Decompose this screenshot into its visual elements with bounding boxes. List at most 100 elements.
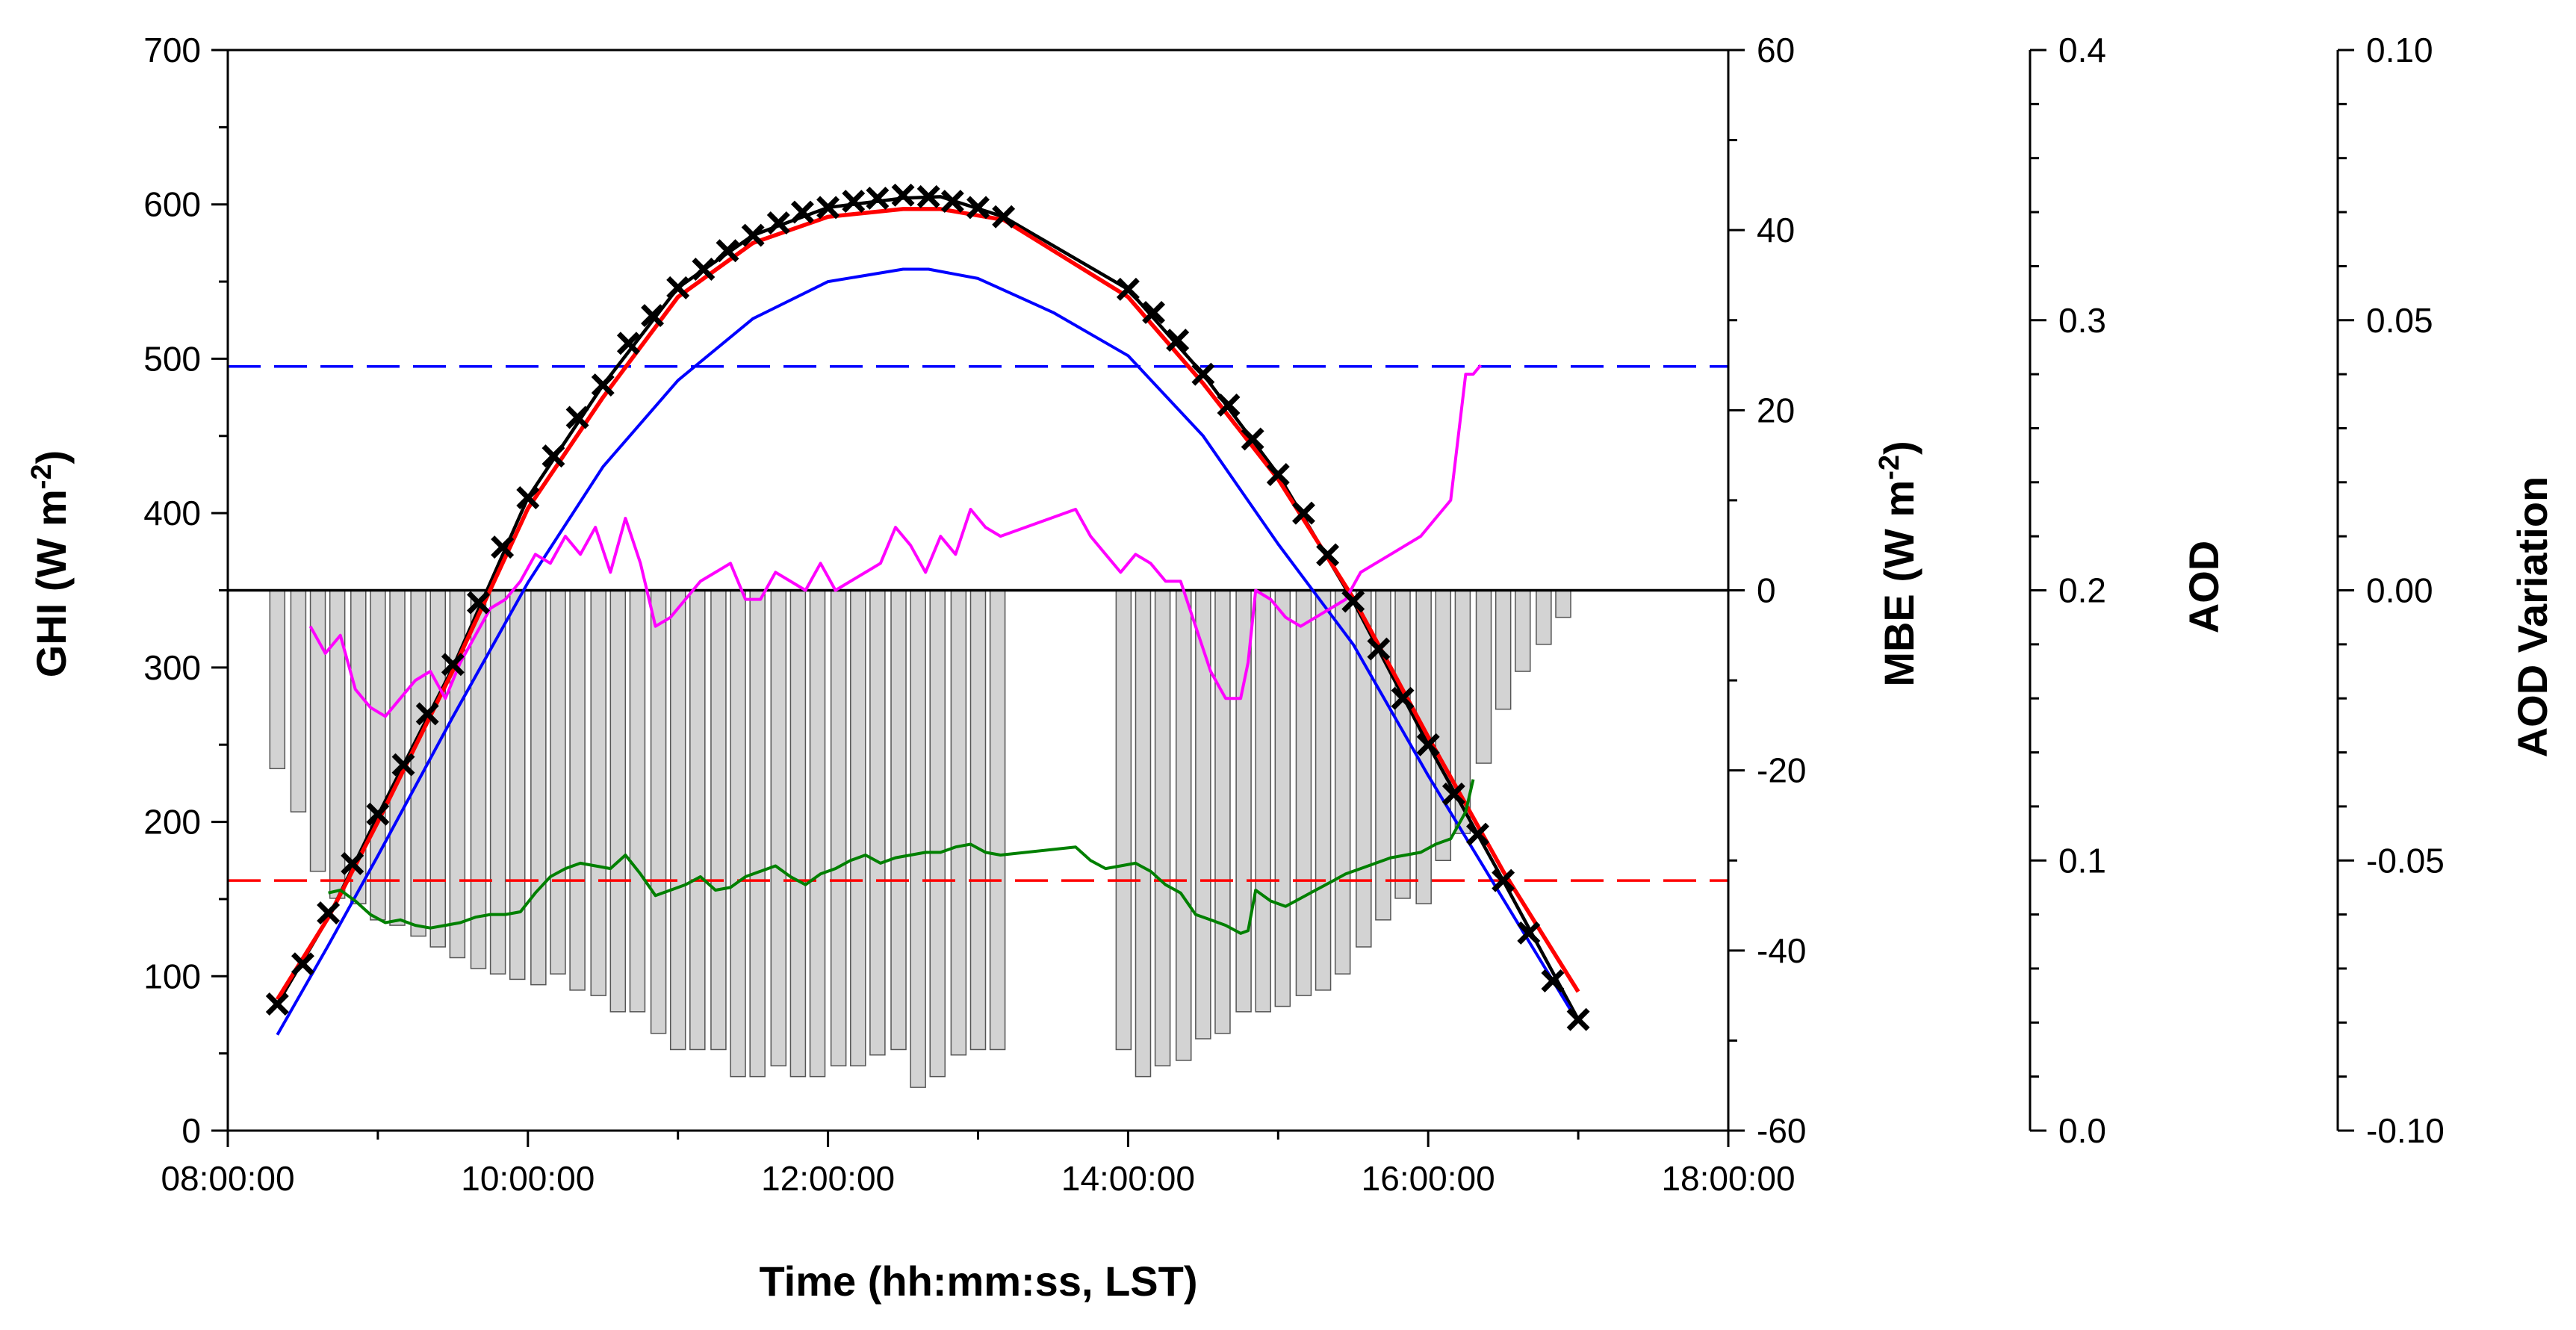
ghi-measured-marker <box>641 304 665 328</box>
ghi-measured-marker <box>565 405 589 429</box>
aod-variation-bar <box>910 589 926 1088</box>
x-axis-label: Time (hh:mm:ss, LST) <box>759 1258 1197 1305</box>
ghi-measured-marker <box>1266 462 1290 486</box>
aod-green-series <box>328 779 1475 935</box>
aod-variation-bar <box>410 589 426 937</box>
ghi-tick-label: 0 <box>181 1111 201 1150</box>
aod-variation-bar <box>989 589 1006 1051</box>
ghi-measured-marker <box>516 485 540 509</box>
ghi-measured-marker <box>1191 362 1215 386</box>
aod-variation-bar <box>1154 589 1171 1066</box>
ghi-tick-label: 200 <box>143 803 201 842</box>
ghi-measured-marker <box>790 200 814 224</box>
ghi-measured-marker <box>866 186 890 210</box>
ghi-measured-marker <box>265 992 289 1016</box>
ghi-measured-marker <box>591 373 615 397</box>
ghi-measured-marker <box>1441 782 1465 806</box>
x-tick-label: 10:00:00 <box>461 1159 595 1198</box>
ghi-measured-marker <box>992 205 1016 229</box>
markers-layer <box>265 183 1590 1031</box>
aod-variation-bar <box>1195 589 1211 1040</box>
ghi-measured-marker <box>1217 393 1241 417</box>
aod-tick-label: 0.4 <box>2058 31 2106 69</box>
aod-variation-bar <box>650 589 667 1034</box>
aod-variation-bar <box>890 589 907 1051</box>
ghi-measured-marker <box>1517 921 1541 945</box>
aod-variation-bar <box>1255 589 1271 1013</box>
ghi-measured-marker <box>891 183 915 207</box>
aod-variation-bar <box>830 589 847 1066</box>
aod-variation-bar <box>789 589 807 1078</box>
ghi-measured-marker <box>467 591 490 615</box>
ghi-axis-label-main: GHI (W m <box>28 489 75 677</box>
ghi-tick-label: 100 <box>143 957 201 995</box>
aod-variation-bar <box>749 589 766 1078</box>
aod-variation-bar <box>710 589 727 1051</box>
mbe-magenta-series <box>308 364 1483 718</box>
axes-layer: 08:00:00 10:00:00 12:00:00 14:00:00 16:00:00… <box>143 31 2445 1198</box>
ghi-tick-label: 700 <box>143 31 201 69</box>
ghi-model-blue-line-series <box>276 267 1580 1036</box>
ghi-tick-label: 500 <box>143 339 201 378</box>
ghi-tick-label: 600 <box>143 185 201 224</box>
ghi-measured-marker <box>291 952 314 976</box>
mbe-tick-label: 60 <box>1757 31 1795 69</box>
ghi-measured-marker <box>1416 733 1440 756</box>
x-tick-label: 12:00:00 <box>761 1159 895 1198</box>
ghi-measured-marker <box>366 802 390 826</box>
ghi-measured-marker <box>415 702 439 726</box>
ghi-tick-label: 300 <box>143 648 201 687</box>
ghi-measured-marker <box>441 653 465 677</box>
mbe-tick-label: 20 <box>1757 391 1795 429</box>
aod-variation-bar <box>329 589 346 899</box>
x-tick-label: 16:00:00 <box>1362 1159 1495 1198</box>
aod-variation-bar <box>689 589 706 1051</box>
ghi-measured-marker <box>842 190 866 214</box>
ghi-measured-marker <box>541 444 565 468</box>
ghi-measured-marker <box>966 196 990 220</box>
x-tick-label: 18:00:00 <box>1661 1159 1795 1198</box>
aod_variation-tick-label: 0.10 <box>2366 31 2433 69</box>
ghi-measured-marker <box>391 753 415 777</box>
aod_variation-tick-label: -0.10 <box>2366 1111 2445 1150</box>
aod-variation-bar <box>609 589 627 1013</box>
aod-variation-bar <box>1315 589 1332 991</box>
ghi-measured-marker <box>666 276 690 299</box>
aod-tick-label: 0.3 <box>2058 301 2106 340</box>
aod-tick-label: 0.2 <box>2058 571 2106 610</box>
aod-variation-bar <box>1536 589 1552 645</box>
mbe-tick-label: -40 <box>1757 931 1806 970</box>
ghi-measured-marker <box>1241 427 1264 451</box>
ghi-measured-marker <box>1492 868 1515 892</box>
ghi-tick-label: 400 <box>143 494 201 532</box>
mbe-axis-label-close: ) <box>1875 441 1922 455</box>
aod-variation-bar <box>809 589 826 1078</box>
aod-axis-label: AOD <box>2180 541 2227 633</box>
ghi-measured-marker <box>692 258 716 282</box>
aod-variation-bar <box>1495 589 1512 710</box>
mbe-axis-label: MBE (W m-2) <box>1874 441 1922 686</box>
aod-variation-bar <box>869 589 886 1056</box>
aod-variation-bar <box>429 589 447 948</box>
aod-variation-bar <box>730 589 746 1078</box>
aod_variation-tick-label: 0.00 <box>2366 571 2433 610</box>
aod-variation-bar <box>550 589 566 975</box>
ghi-measured-marker <box>1341 589 1365 613</box>
aod-variation-bar <box>290 589 307 812</box>
aod-variation-bar <box>1175 589 1192 1061</box>
x-tick-label: 14:00:00 <box>1061 1159 1195 1198</box>
ghi-measured-marker <box>1466 822 1489 846</box>
ghi-measured-marker <box>716 239 739 263</box>
aod-variation-bar <box>509 589 526 981</box>
aod-variation-bar <box>850 589 866 1066</box>
mbe-tick-label: 0 <box>1757 571 1776 610</box>
ghi-measured-marker <box>491 535 515 559</box>
mbe-axis-label-sup: -2 <box>1874 455 1905 480</box>
ghi-measured-marker <box>766 211 790 234</box>
aod-variation-bar <box>1214 589 1231 1034</box>
aod-variation-bar <box>569 589 586 991</box>
ghi-measured-marker <box>816 196 840 220</box>
ghi-measured-marker <box>616 332 640 355</box>
